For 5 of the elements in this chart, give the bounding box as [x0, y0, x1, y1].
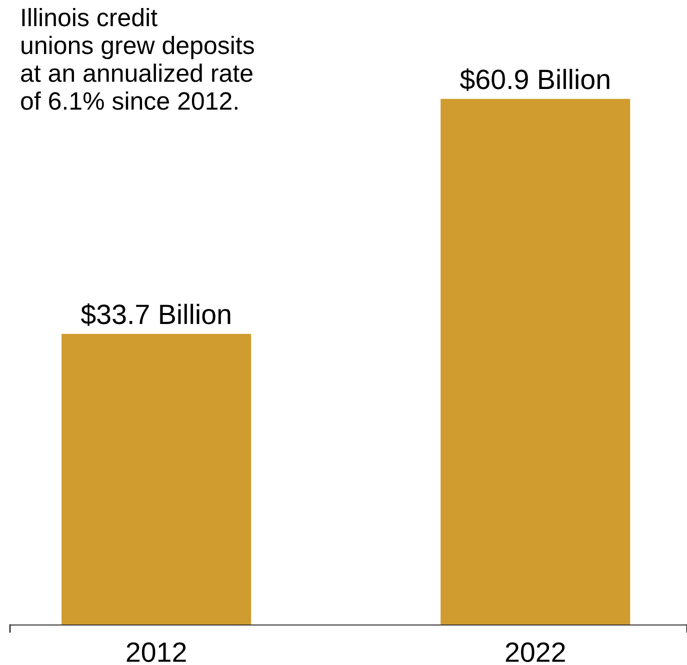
annotation: Illinois credit unions grew deposits at an annualized rate of 6.1% since 2012.	[21, 8, 254, 110]
data-label: $33.7 Billion	[80, 303, 230, 326]
data-label: $60.9 Billion	[460, 68, 610, 91]
x-tick-label: 2022	[506, 642, 565, 662]
x-tick-label: 2012	[126, 642, 186, 662]
